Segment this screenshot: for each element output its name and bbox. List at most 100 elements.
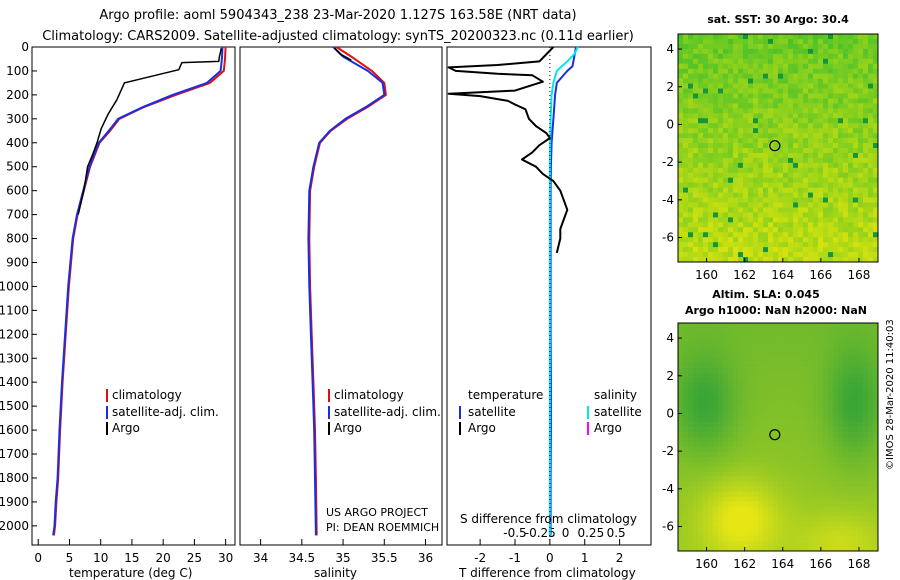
map-cell	[743, 412, 749, 418]
map-cell	[758, 177, 764, 183]
map-cell	[808, 501, 814, 507]
map-cell	[703, 516, 709, 522]
map-cell	[748, 471, 754, 477]
map-cell	[798, 113, 804, 119]
map-cell	[713, 128, 719, 134]
map-cell	[758, 207, 764, 213]
map-cell	[843, 162, 849, 169]
lat-tick-label: -6	[662, 520, 674, 534]
map-cell	[698, 113, 704, 119]
map-cell	[858, 93, 864, 99]
map-cell	[868, 197, 874, 203]
map-cell	[783, 422, 789, 428]
map-cell	[763, 43, 769, 50]
map-cell	[748, 496, 754, 502]
y-tick-label: 1200	[0, 327, 29, 341]
map-cell	[748, 412, 754, 418]
map-cell	[763, 34, 769, 40]
map-cell	[868, 357, 874, 363]
map-cell	[863, 461, 869, 468]
map-cell	[873, 362, 879, 368]
map-cell	[853, 98, 859, 104]
map-cell	[863, 323, 869, 329]
map-cell	[728, 481, 734, 487]
map-cell	[738, 486, 744, 492]
map-cell	[848, 202, 854, 208]
map-cell	[703, 222, 709, 228]
map-cell	[683, 471, 689, 477]
map-cell	[793, 476, 799, 482]
map-cell	[838, 98, 844, 104]
map-cell	[693, 511, 699, 517]
map-cell	[843, 456, 849, 463]
map-cell	[708, 382, 714, 388]
x-tick-label: 5	[66, 551, 74, 565]
map-cell	[688, 481, 694, 487]
map-cell	[748, 113, 754, 119]
map-cell	[798, 511, 804, 517]
map-cell	[738, 541, 744, 547]
y-tick-label: 1300	[0, 351, 29, 365]
map-cell	[758, 222, 764, 228]
map-cell	[768, 531, 774, 537]
map-cell	[698, 546, 704, 552]
map-cell	[728, 58, 734, 65]
map-cell	[773, 332, 779, 339]
map-cell	[803, 257, 809, 263]
map-cell	[818, 441, 824, 448]
map-cell	[808, 417, 814, 423]
map-cell	[873, 332, 879, 339]
map-cell	[873, 536, 879, 542]
map-cell	[818, 113, 824, 119]
map-cell	[748, 451, 754, 458]
map-cell	[843, 337, 849, 344]
lat-tick-label: -4	[662, 193, 674, 207]
map-cell	[863, 227, 869, 233]
map-cell	[848, 521, 854, 527]
map-cell	[683, 352, 689, 358]
map-cell	[763, 83, 769, 89]
map-cell	[798, 357, 804, 363]
map-cell	[743, 546, 749, 552]
map-cell	[793, 192, 799, 198]
map-cell	[858, 38, 864, 45]
map-cell	[713, 536, 719, 542]
map-cell	[773, 162, 779, 169]
map-cell	[813, 441, 819, 448]
map-cell	[708, 412, 714, 418]
map-cell	[868, 78, 874, 84]
map-cell	[793, 342, 799, 349]
map-cell	[828, 471, 834, 477]
map-cell	[713, 197, 719, 203]
map-cell	[873, 113, 879, 119]
map-cell	[693, 187, 699, 193]
map-cell	[843, 546, 849, 552]
map-cell	[828, 536, 834, 542]
map-cell	[768, 148, 774, 154]
map-cell	[793, 466, 799, 472]
map-cell	[793, 417, 799, 423]
map-cell	[833, 242, 839, 248]
map-cell	[718, 486, 724, 492]
map-cell	[738, 207, 744, 213]
map-cell	[818, 412, 824, 418]
map-cell	[788, 83, 794, 89]
map-cell	[678, 516, 684, 522]
map-cell	[738, 377, 744, 383]
map-cell	[733, 541, 739, 547]
map-cell	[723, 197, 729, 203]
map-cell	[698, 34, 704, 40]
map-cell	[788, 432, 794, 438]
map-cell	[783, 432, 789, 438]
map-cell	[728, 187, 734, 193]
map-cell	[863, 521, 869, 527]
map-cell	[728, 43, 734, 50]
map-cell	[693, 367, 699, 373]
map-cell	[863, 446, 869, 453]
map-cell	[818, 207, 824, 213]
map-cell	[723, 526, 729, 532]
map-cell	[873, 123, 879, 129]
map-cell	[683, 387, 689, 393]
map-cell	[728, 342, 734, 349]
map-cell	[718, 48, 724, 55]
